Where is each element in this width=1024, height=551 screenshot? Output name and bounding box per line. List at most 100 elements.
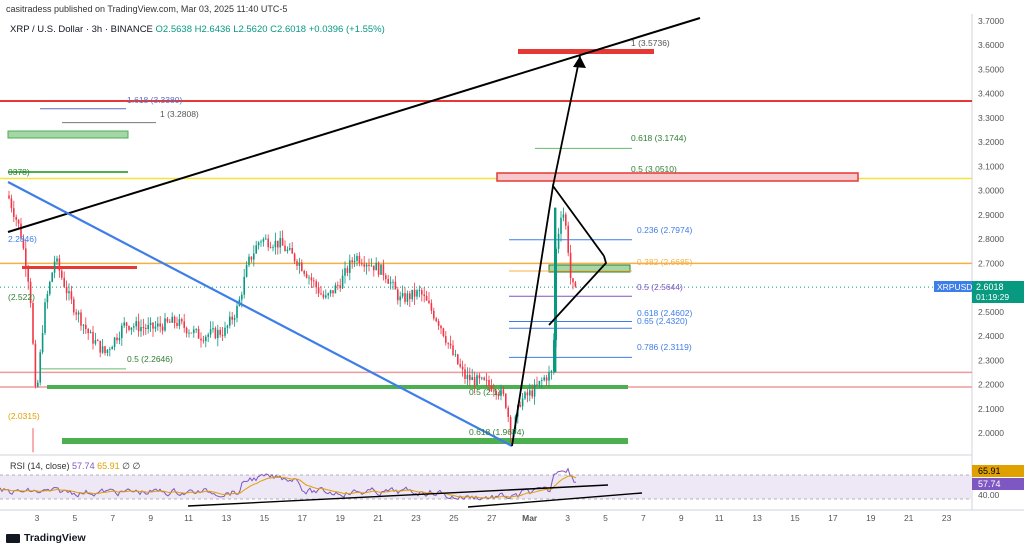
arrow-head [573,56,586,68]
time-tick-4: 11 [184,513,193,523]
candle-body-73 [183,321,185,328]
candle-body-88 [219,329,221,335]
candle-body-48 [123,322,125,326]
candle-body-6 [22,238,25,249]
candle-body-236 [574,282,577,287]
candle-body-42 [109,349,111,351]
price-tick-7: 3.0000 [978,186,1004,196]
candle-body-31 [82,324,85,326]
price-tick-16: 2.1000 [978,404,1004,414]
candle-body-139 [341,275,344,289]
candle-body-44 [113,337,116,347]
candle-body-13 [39,352,41,383]
time-tick-21: 17 [828,513,838,523]
candle-body-10 [32,302,34,344]
candle-body-76 [190,332,193,334]
candle-body-159 [389,282,392,284]
footer-brand: TradingView [24,532,86,544]
fib-label-05-top: 0.5 (3.0510) [631,164,677,174]
candle-body-99 [245,265,248,277]
candle-body-128 [315,281,317,288]
candle-body-141 [346,268,349,273]
candle-body-70 [176,322,178,326]
candle-body-200 [488,380,490,386]
candle-body-18 [51,272,53,282]
price-tick-14: 2.3000 [978,355,1004,365]
candle-body-154 [377,262,380,275]
candle-body-131 [322,294,325,298]
candle-body-97 [241,294,243,300]
candle-body-106 [262,239,265,242]
rsi-value: 57.74 [72,461,95,471]
price-tick-15: 2.2000 [978,380,1004,390]
time-tick-14: 3 [565,513,570,523]
candle-body-54 [137,321,140,332]
candle-body-136 [334,285,337,294]
candle-body-129 [317,287,320,294]
candle-body-72 [181,319,183,322]
candle-body-62 [157,323,159,327]
candle-body-124 [305,273,308,278]
candle-body-137 [337,285,339,287]
candle-body-171 [418,290,421,291]
candle-body-181 [442,328,445,337]
candle-body-152 [373,265,375,271]
zone-boxes [7,49,859,444]
candle-body-82 [205,336,207,342]
candle-body-27 [73,299,75,313]
candle-body-84 [209,329,212,335]
candle-body-7 [25,248,27,269]
candle-body-66 [166,318,169,322]
price-tick-4: 3.3000 [978,113,1004,123]
candle-body-1 [10,198,13,209]
price-tick-6: 3.1000 [978,161,1004,171]
candle-body-165 [404,293,406,302]
candle-body-68 [171,316,173,323]
candle-body-234 [569,252,572,279]
candle-body-93 [231,316,233,320]
candle-body-195 [476,375,478,386]
ohlc-close: C2.6018 [270,24,307,35]
candle-body-78 [195,328,197,330]
candle-body-33 [87,328,89,334]
candle-body-46 [118,338,121,341]
green-line-left [8,171,128,173]
candle-body-196 [478,375,481,379]
candle-body-77 [193,329,195,334]
ohlc-change: +0.0396 (+1.55%) [308,24,385,35]
candle-body-56 [142,327,145,329]
candle-body-156 [382,264,385,276]
candle-body-119 [293,253,296,262]
candle-body-5 [20,223,22,239]
ohlc-high: H2.6436 [194,24,231,35]
candle-body-110 [272,247,274,249]
candle-body-98 [243,276,245,295]
price-tick-10: 2.7000 [978,258,1004,268]
candle-body-177 [433,310,435,319]
candle-body-148 [363,264,365,267]
green-support-2-2 [47,385,628,389]
price-badge-countdown: 01:19:29 [976,292,1009,302]
price-tick-3: 3.4000 [978,89,1004,99]
green-zone-2-68 [548,264,631,273]
candle-body-182 [445,336,447,343]
candle-body-28 [75,312,77,315]
rsi-level-text: 40.00 [978,490,1000,500]
green-zone-left-top [7,130,129,139]
candle-body-22 [61,270,63,278]
candle-body-95 [236,305,238,318]
price-tick-1: 3.6000 [978,40,1004,50]
candle-body-71 [178,319,181,326]
candle-body-65 [164,318,166,331]
candle-body-43 [111,346,113,350]
time-tick-2: 7 [110,513,115,523]
candle-body-85 [212,328,214,330]
candle-spike [554,207,557,373]
candle-body-60 [152,322,154,329]
candle-body-59 [149,322,152,325]
fib-label-05b-left: 0.5 (2.1) [469,387,501,397]
candle-body-202 [493,390,495,392]
candle-body-64 [161,326,164,331]
candle-body-172 [421,290,423,295]
